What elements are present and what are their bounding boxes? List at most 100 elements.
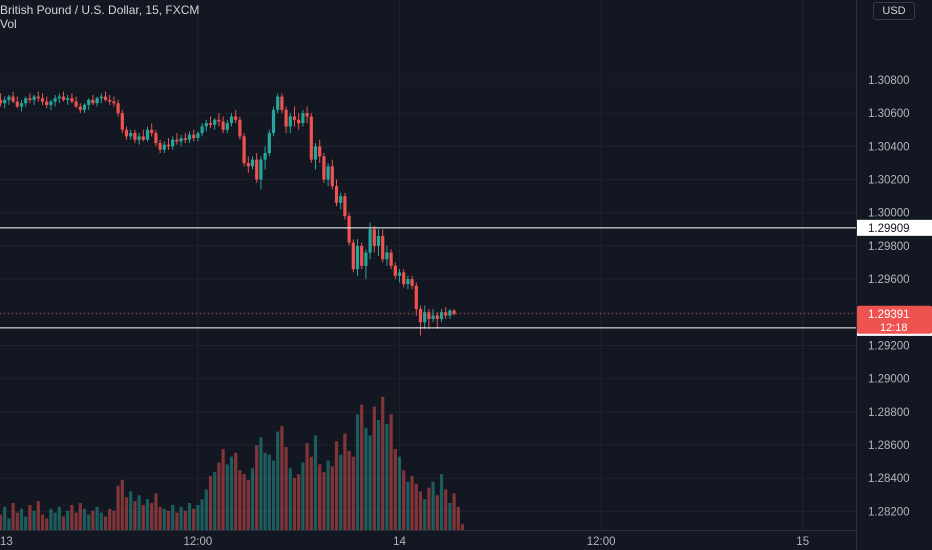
candle-body [250,159,255,167]
candle-body [57,96,61,99]
volume-bar [259,437,263,530]
price-tick-label: 1.30600 [868,108,910,120]
volume-bar [49,508,53,530]
volume-bar [372,406,376,530]
volume-bar [187,503,192,530]
price-axis[interactable] [856,0,932,550]
candle-body [45,101,49,105]
candle-body [70,98,74,102]
price-tick-label: 1.30400 [868,141,910,153]
candle-body [271,109,276,134]
candle-body [305,113,309,117]
currency-button[interactable]: USD [873,2,915,20]
volume-bar [351,456,355,530]
legend-volume-label: Vol [0,17,17,31]
candle-body [204,123,208,127]
volume-bar [238,470,242,530]
candle-body [66,98,70,100]
candle-body [0,99,3,104]
volume-bar [19,508,24,530]
price-tick-label: 1.30000 [868,208,910,220]
volume-bar [418,491,423,530]
volume-bar [229,456,234,530]
candle-body [192,134,196,139]
candle-body [99,96,103,99]
volume-bar [40,514,45,530]
time-tick-label: 15 [796,536,809,548]
candle-body [435,315,439,319]
candle-body [108,99,112,102]
volume-bar [271,460,276,530]
volume-bar [141,504,145,530]
candle-body [183,138,187,140]
candle-body [179,138,183,142]
candle-body [200,126,204,134]
candle-body [225,123,229,130]
price-tick-label: 1.28200 [868,506,910,518]
volume-bar [66,510,70,530]
volume-bar [284,447,288,530]
price-line-label-box [857,219,932,236]
candle-body [124,129,129,137]
volume-bar [171,504,175,530]
volume-bar [397,456,402,530]
candle-body [448,310,452,316]
volume-bar [393,449,397,530]
volume-bar [276,431,280,530]
candle-body [137,136,141,140]
candle-body [255,159,259,180]
volume-bar [292,477,297,530]
volume-bar [456,506,460,530]
volume-bar [200,499,204,530]
candle-body [213,119,217,125]
volume-bar [250,468,255,530]
candle-body [280,96,284,110]
volume-bar [368,435,372,530]
volume-bar [108,508,112,530]
candle-body [267,133,271,154]
volume-bar [381,396,385,530]
time-tick-label: 13 [0,536,13,548]
candle-body [175,139,179,142]
candle-body [91,99,95,104]
volume-bar [137,495,141,530]
candle-body [78,106,82,110]
candle-body [32,96,36,100]
volume-bar [330,466,334,530]
volume-bar [439,474,444,530]
volume-bar [234,452,238,530]
candle-body [187,134,192,140]
candle-body [19,103,24,107]
candle-body [364,252,368,266]
volume-bar [221,449,225,530]
volume-bar [7,518,11,530]
candle-body [402,272,406,285]
candle-body [112,101,116,104]
volume-bar [326,460,330,530]
candle-body [360,245,364,266]
candle-body [418,308,423,323]
candle-body [431,315,435,319]
candle-body [103,96,108,100]
candle-body [95,98,99,104]
candle-body [221,121,225,130]
volume-bar [0,514,3,530]
price-tick-label: 1.29200 [868,340,910,352]
candle-body [452,310,456,314]
time-axis[interactable] [0,530,856,550]
candle-body [393,265,397,276]
candle-body [444,312,448,316]
price-tick-label: 1.30200 [868,175,910,187]
legend-symbol-title: British Pound / U.S. Dollar, 15, FXCM [0,3,200,17]
volume-bar [150,503,154,530]
time-tick-label: 14 [393,536,406,548]
volume-bar [217,462,221,530]
volume-bar [444,489,448,530]
volume-bar [364,427,368,530]
volume-bar [99,512,103,530]
candle-body [74,101,78,107]
candle-body [439,312,444,319]
candle-body [368,229,372,253]
